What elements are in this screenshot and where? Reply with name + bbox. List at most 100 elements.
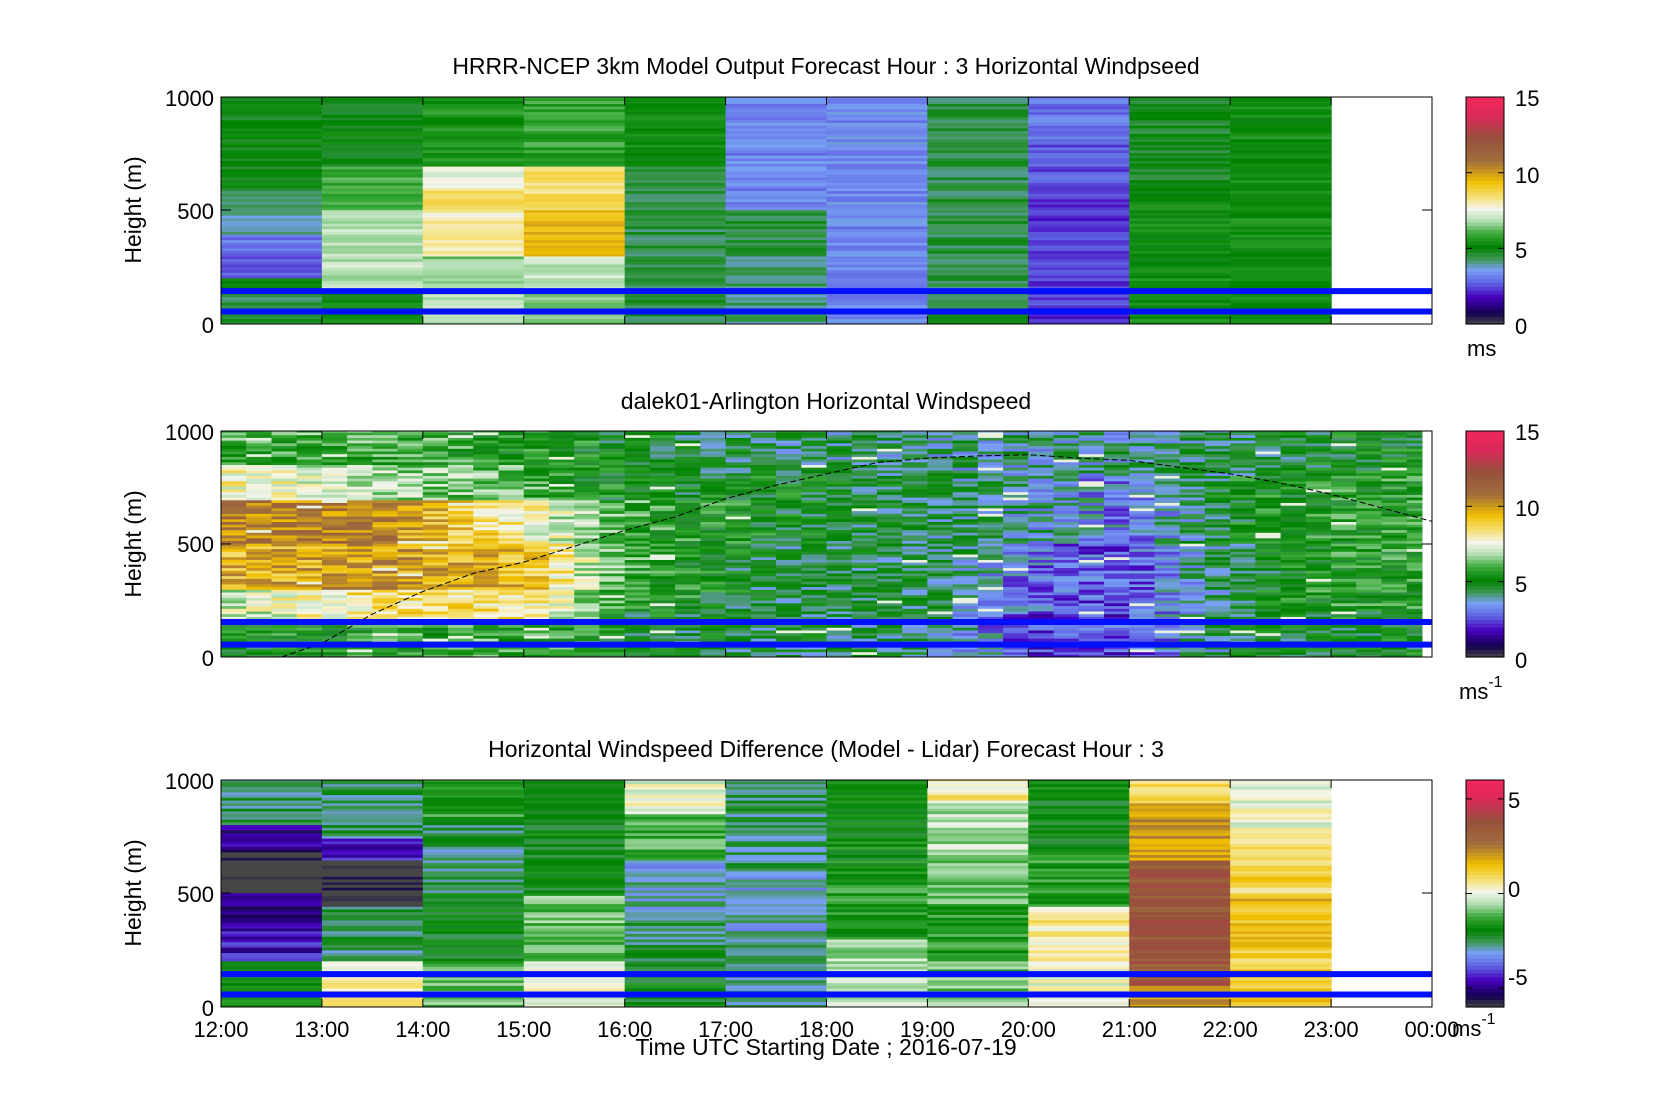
heatmap-cell [498, 654, 525, 657]
heatmap-cell [725, 223, 828, 227]
heatmap-cell [1129, 315, 1231, 320]
heatmap-cell [675, 556, 701, 560]
heatmap-cell [977, 608, 1004, 612]
heatmap-cell [397, 551, 424, 555]
heatmap-cell [1255, 583, 1282, 588]
heatmap-cell [725, 499, 752, 503]
heatmap-cell [523, 518, 550, 522]
heatmap-cell [1230, 491, 1256, 495]
heatmap-cell [649, 510, 676, 514]
heatmap-cell [826, 283, 928, 287]
colorbar-segment [1466, 157, 1504, 162]
heatmap-cell [523, 600, 550, 604]
heatmap-cell [523, 220, 626, 224]
heatmap-cell [397, 464, 424, 468]
heatmap-cell [523, 648, 550, 653]
heatmap-cell [624, 318, 727, 322]
heatmap-cell [750, 651, 777, 655]
heatmap-cell [927, 532, 954, 536]
heatmap-cell [1179, 456, 1206, 460]
heatmap-cell [1179, 497, 1206, 501]
heatmap-cell [649, 507, 676, 512]
heatmap-cell [1230, 138, 1332, 143]
heatmap-cell [1204, 575, 1231, 579]
heatmap-cell [1154, 491, 1181, 495]
heatmap-cell [826, 475, 853, 479]
heatmap-cell [624, 545, 651, 550]
heatmap-cell [624, 497, 651, 501]
heatmap-cell [397, 480, 424, 484]
heatmap-cell [750, 540, 777, 544]
heatmap-cell [1179, 613, 1206, 617]
heatmap-cell [1230, 125, 1332, 129]
heatmap-cell [498, 540, 525, 544]
colorbar-segment [1466, 187, 1504, 193]
heatmap-cell [296, 651, 323, 655]
heatmap-cell [422, 163, 525, 167]
heatmap-cell [1331, 608, 1357, 612]
heatmap-cell [1129, 209, 1231, 213]
heatmap-cell [498, 543, 525, 547]
heatmap-cell [1381, 646, 1408, 650]
heatmap-cell [448, 524, 474, 528]
heatmap-cell [1053, 589, 1080, 593]
heatmap-cell [902, 467, 928, 471]
heatmap-cell [1053, 605, 1080, 609]
heatmap-cell [675, 553, 701, 558]
heatmap-cell [1230, 294, 1332, 298]
heatmap-cell [826, 597, 853, 601]
heatmap-cell [523, 204, 626, 208]
heatmap-cell [826, 127, 928, 132]
heatmap-cell [422, 559, 449, 563]
heatmap-cell [1104, 646, 1130, 650]
heatmap-cell [1305, 467, 1332, 471]
heatmap-cell [599, 624, 626, 628]
heatmap-cell [624, 578, 651, 582]
heatmap-cell [1003, 456, 1029, 460]
heatmap-cell [1104, 610, 1130, 615]
heatmap-cell [1230, 149, 1332, 153]
heatmap-cell [1230, 100, 1332, 104]
heatmap-cell [1053, 483, 1080, 487]
heatmap-cell [1331, 605, 1357, 609]
heatmap-cell [1230, 193, 1332, 197]
heatmap-cell [1331, 624, 1357, 628]
heatmap-cell [1305, 581, 1332, 585]
heatmap-cell [473, 583, 500, 588]
heatmap-cell [801, 635, 828, 639]
heatmap-cell [952, 627, 979, 631]
heatmap-cell [1129, 461, 1156, 465]
heatmap-cell [725, 318, 828, 322]
heatmap-cell [826, 149, 928, 153]
heatmap-cell [1305, 545, 1332, 550]
heatmap-cell [1053, 488, 1080, 493]
heatmap-cell [599, 472, 626, 476]
heatmap-cell [826, 231, 928, 235]
heatmap-cell [750, 578, 777, 582]
heatmap-cell [523, 266, 626, 271]
heatmap-cell [448, 456, 474, 460]
heatmap-cell [700, 450, 727, 455]
heatmap-cell [776, 627, 802, 631]
heatmap-cell [448, 646, 474, 650]
heatmap-cell [221, 431, 247, 436]
heatmap-cell [776, 478, 802, 482]
heatmap-cell [372, 494, 399, 498]
heatmap-cell [725, 198, 828, 202]
heatmap-cell [422, 117, 525, 121]
heatmap-cell [1356, 559, 1383, 563]
heatmap-cell [927, 627, 954, 631]
heatmap-cell [952, 556, 979, 560]
heatmap-cell [1204, 597, 1231, 601]
heatmap-cell [927, 600, 954, 604]
heatmap-cell [473, 437, 500, 441]
heatmap-cell [1230, 507, 1256, 512]
heatmap-cell [347, 440, 373, 444]
heatmap-cell [1053, 450, 1080, 455]
heatmap-cell [1204, 440, 1231, 444]
heatmap-cell [1028, 491, 1055, 495]
heatmap-cell [725, 217, 828, 222]
heatmap-cell [725, 453, 752, 457]
heatmap-cell [750, 480, 777, 484]
heatmap-cell [927, 152, 1029, 156]
